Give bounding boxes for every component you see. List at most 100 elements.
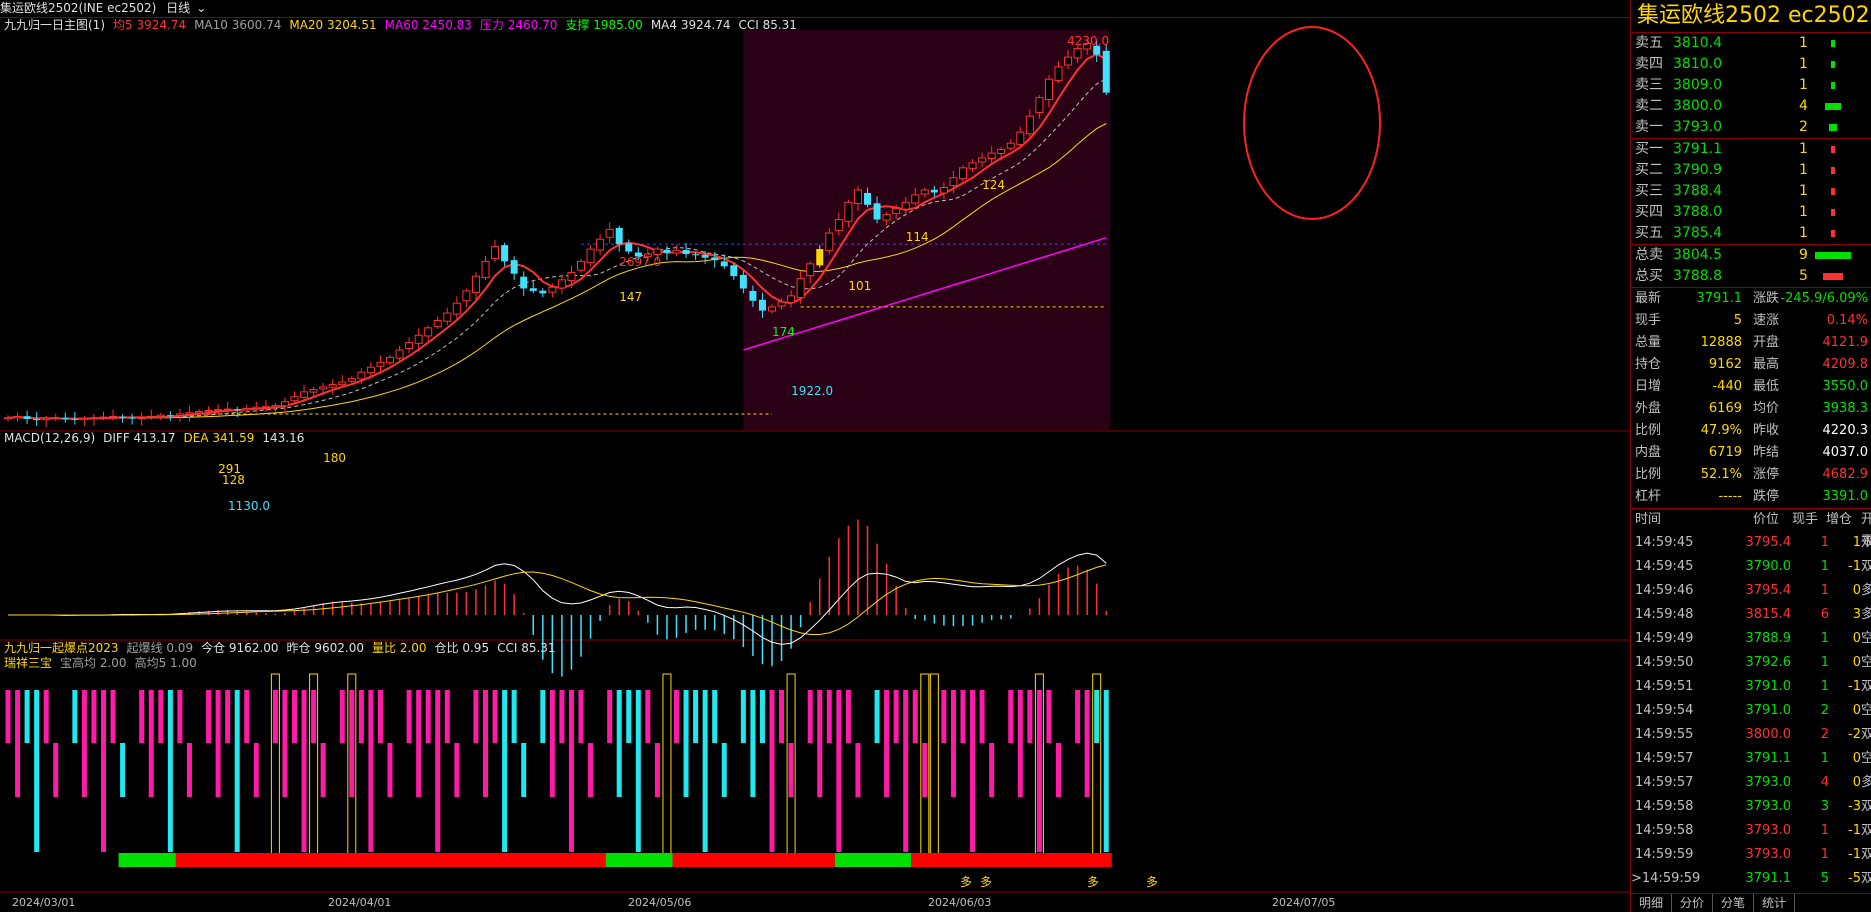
candle [787, 290, 796, 308]
bid-level[interactable]: 买一 3791.1 1 [1631, 139, 1871, 160]
candle [462, 288, 471, 307]
candle [777, 298, 786, 310]
tick-list[interactable]: 14:59:453795.411双开14:59:453790.01-1双平14:… [1631, 531, 1871, 891]
tick-row[interactable]: 14:59:45 3790.0 1 -1双平 [1631, 555, 1871, 579]
tick-row[interactable]: 14:59:57 3793.0 4 0多换 [1631, 771, 1871, 795]
tick-type: 双平 [1861, 823, 1871, 838]
candle [147, 409, 156, 420]
tick-row[interactable]: 14:59:57 3791.1 1 0空换 [1631, 747, 1871, 771]
tick-volume: 1 [1820, 559, 1829, 574]
quote-row: 杠杆 ----- 跌停 3391.0 [1631, 486, 1871, 508]
tick-type: 双平 [1861, 799, 1871, 814]
candle [185, 405, 194, 422]
tick-row[interactable]: 14:59:58 3793.0 1 -1双平 [1631, 819, 1871, 843]
total-level[interactable]: 总买 3788.8 5 [1631, 266, 1871, 287]
tick-time: 14:59:54 [1635, 703, 1694, 718]
tick-row[interactable]: 14:59:49 3788.9 1 0空换 [1631, 627, 1871, 651]
tick-time: 14:59:57 [1635, 775, 1694, 790]
tick-price: 3793.0 [1745, 775, 1792, 790]
ask-level[interactable]: 卖四 3810.0 1 [1631, 54, 1871, 75]
level-label: 买五 [1635, 225, 1663, 241]
candle [510, 256, 518, 280]
candle [711, 252, 719, 268]
quote-value: 47.9% [1700, 423, 1742, 438]
tick-time: 14:59:49 [1635, 631, 1694, 646]
tick-row[interactable]: 14:59:46 3795.4 1 0多换 [1631, 579, 1871, 603]
tab-统计[interactable]: 统计 [1754, 894, 1796, 912]
quote-value2: 3391.0 [1822, 489, 1869, 504]
level-volume: 1 [1799, 225, 1808, 241]
price-annotation: 147 [619, 290, 642, 304]
tab-分笔[interactable]: 分笔 [1713, 894, 1755, 912]
price-annotation: 1130.0 [228, 499, 270, 513]
tick-volume: 3 [1820, 799, 1829, 814]
candle [806, 261, 815, 284]
tick-oi: 0 [1852, 751, 1861, 766]
ticks-header: 时间 价位 现手 增仓 开平 [1631, 508, 1871, 549]
quote-key2: 开盘 [1753, 335, 1780, 350]
quote-key: 外盘 [1635, 401, 1662, 416]
price-annotation: 114 [906, 230, 929, 244]
volume-bar [1831, 61, 1835, 68]
legend-item-2: MA10 3600.74 [194, 18, 282, 32]
tick-time: 14:59:48 [1635, 607, 1694, 622]
level-price: 3790.9 [1673, 162, 1722, 178]
quote-row: 总量 12888 开盘 4121.9 [1631, 332, 1871, 354]
volume-bar [1831, 82, 1835, 89]
tick-row[interactable]: 14:59:55 3800.0 2 -2双平 [1631, 723, 1871, 747]
tick-row[interactable]: 14:59:59 3793.0 1 -1双平 [1631, 843, 1871, 867]
bid-level[interactable]: 买四 3788.0 1 [1631, 202, 1871, 223]
candle [481, 255, 490, 281]
tick-row[interactable]: 14:59:58 3793.0 3 -3双平 [1631, 795, 1871, 819]
trend-strip [911, 853, 1112, 867]
ask-level[interactable]: 卖三 3809.0 1 [1631, 75, 1871, 96]
tick-price: 3793.0 [1745, 847, 1792, 862]
tick-volume: 6 [1820, 607, 1829, 622]
candle [424, 325, 433, 344]
tick-time: 14:59:50 [1635, 655, 1694, 670]
tick-volume: 1 [1820, 823, 1829, 838]
candle [175, 408, 184, 422]
ask-levels: 卖五 3810.4 1 卖四 3810.0 1 卖三 3809.0 1 卖二 3800.0 4 卖一 37… [1631, 33, 1871, 138]
tick-oi: 0 [1852, 775, 1861, 790]
candle [128, 413, 136, 425]
tick-type: 多换 [1861, 775, 1871, 790]
quote-key2: 涨跌 [1753, 291, 1780, 306]
tick-row[interactable]: 14:59:48 3815.4 6 3多开 [1631, 603, 1871, 627]
tab-分价[interactable]: 分价 [1672, 894, 1714, 912]
bid-level[interactable]: 买二 3790.9 1 [1631, 160, 1871, 181]
ask-level[interactable]: 卖一 3793.0 2 [1631, 117, 1871, 138]
tick-volume: 1 [1820, 679, 1829, 694]
bid-level[interactable]: 买三 3788.4 1 [1631, 181, 1871, 202]
candle [4, 415, 12, 422]
bid-level[interactable]: 买五 3785.4 1 [1631, 223, 1871, 244]
tick-row[interactable]: 14:59:54 3791.0 2 0空换 [1631, 699, 1871, 723]
candle [663, 245, 671, 261]
candle [501, 242, 509, 267]
tab-明细[interactable]: 明细 [1631, 894, 1673, 912]
price-annotation: 180 [323, 451, 346, 465]
tick-row[interactable]: 14:59:50 3792.6 1 0空换 [1631, 651, 1871, 675]
total-level[interactable]: 总卖 3804.5 9 [1631, 245, 1871, 266]
tick-row[interactable]: >14:59:59 3791.1 5 -5双平 [1631, 867, 1871, 891]
contract-title[interactable]: 集运欧线2502(INE ec2502) [0, 1, 157, 15]
quote-key: 比例 [1635, 423, 1662, 438]
tick-time: 14:59:46 [1635, 583, 1694, 598]
tick-type: 空换 [1861, 655, 1871, 670]
tick-row[interactable]: 14:59:51 3791.0 1 -1双平 [1631, 675, 1871, 699]
level-price: 3791.1 [1673, 141, 1722, 157]
quote-key2: 最低 [1753, 379, 1780, 394]
candle [33, 412, 41, 426]
tick-price: 3793.0 [1745, 799, 1792, 814]
volume-bar [1815, 252, 1851, 259]
ask-level[interactable]: 卖五 3810.4 1 [1631, 33, 1871, 54]
tick-volume: 1 [1820, 535, 1829, 550]
period-selector[interactable]: 日线 ⌄ [166, 1, 212, 15]
candle [280, 397, 289, 414]
ask-level[interactable]: 卖二 3800.0 4 [1631, 96, 1871, 117]
candle [214, 404, 223, 416]
indicator-bars [5, 673, 1109, 855]
candle [816, 245, 824, 268]
